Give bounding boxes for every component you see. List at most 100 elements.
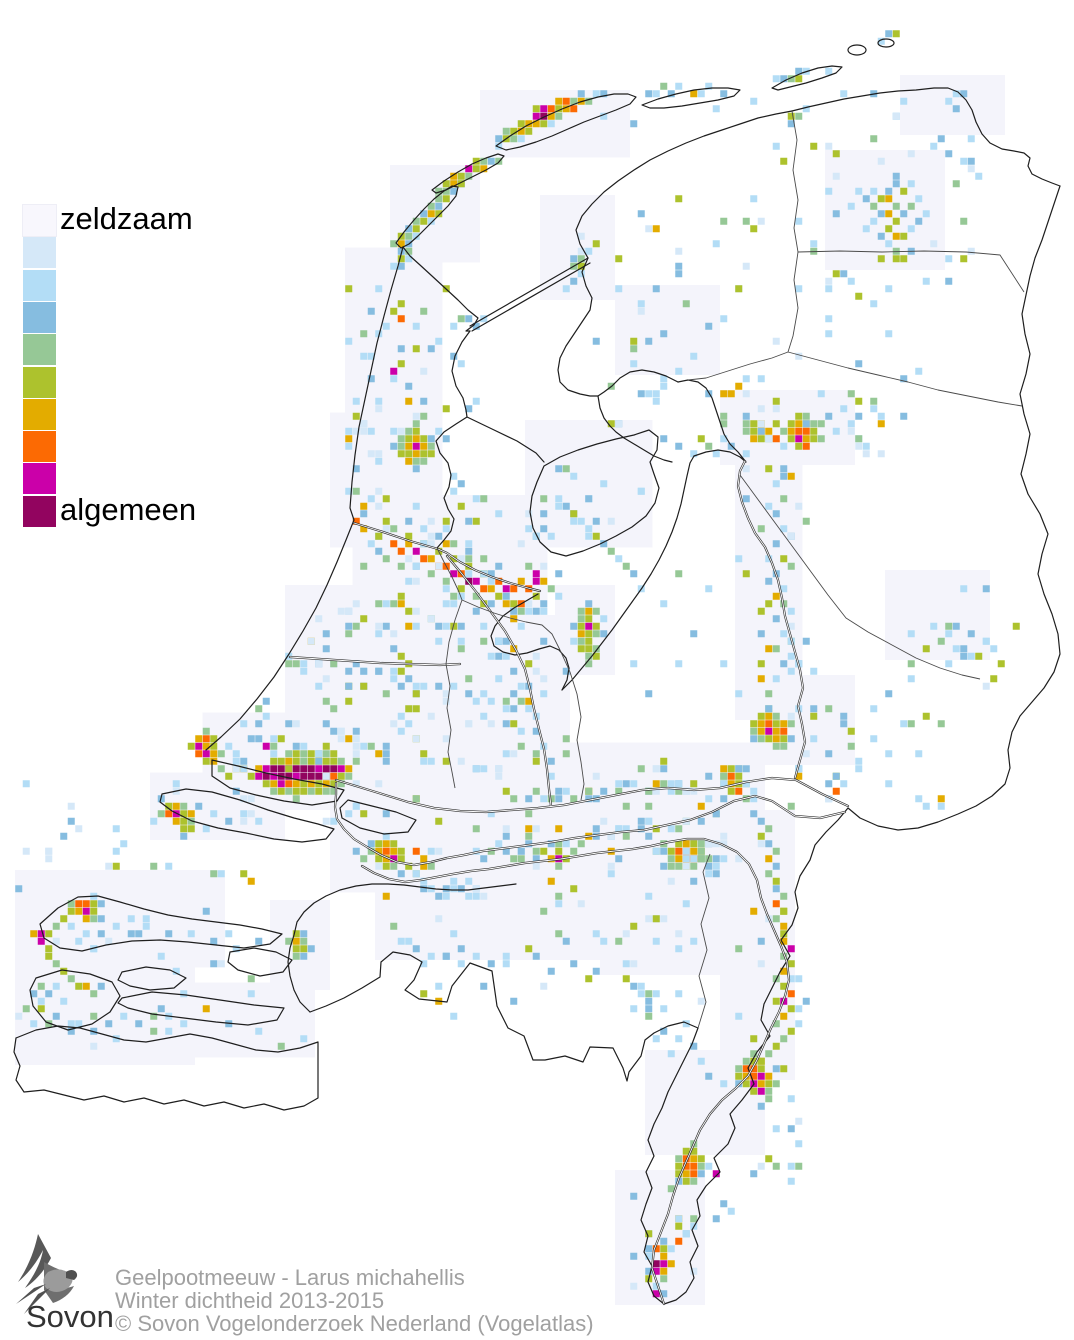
density-cell (832, 427, 840, 435)
density-cell (945, 277, 953, 285)
density-cell (795, 67, 803, 75)
density-cell (675, 82, 683, 90)
density-cell (420, 442, 428, 450)
density-cell (255, 817, 263, 825)
density-cell (742, 390, 750, 398)
density-cell (570, 277, 578, 285)
density-cell (780, 75, 788, 83)
density-cell (780, 937, 788, 945)
density-cell (592, 652, 600, 660)
density-cell (352, 427, 360, 435)
density-cell (472, 577, 480, 585)
density-cell (547, 877, 555, 885)
density-cell (390, 540, 398, 548)
density-cell (450, 1012, 458, 1020)
density-cell (495, 772, 503, 780)
density-cell (637, 300, 645, 308)
density-cell (952, 645, 960, 653)
density-cell (405, 427, 413, 435)
density-cell (322, 780, 330, 788)
density-cell (367, 847, 375, 855)
density-cell (30, 930, 38, 938)
density-cell (570, 637, 578, 645)
density-cell (630, 1252, 638, 1260)
density-cell (765, 1087, 773, 1095)
density-cell (375, 450, 383, 458)
density-cell (727, 780, 735, 788)
density-cell (345, 772, 353, 780)
density-cell (202, 742, 210, 750)
density-cell (712, 1170, 720, 1178)
density-cell (885, 240, 893, 248)
density-cell (510, 607, 518, 615)
density-cell (525, 660, 533, 668)
density-cell (810, 735, 818, 743)
density-cell (825, 705, 833, 713)
density-cell (780, 982, 788, 990)
density-cell (757, 832, 765, 840)
density-cell (585, 795, 593, 803)
density-cell (615, 855, 623, 863)
density-cell (525, 525, 533, 533)
density-cell (900, 255, 908, 263)
density-cell (765, 825, 773, 833)
density-cell (922, 277, 930, 285)
density-cell (60, 997, 68, 1005)
density-cell (750, 1035, 758, 1043)
density-cell (855, 187, 863, 195)
density-cell (277, 735, 285, 743)
density-cell (960, 157, 968, 165)
density-cell (780, 922, 788, 930)
density-cell (435, 682, 443, 690)
density-cell (855, 412, 863, 420)
density-cell (780, 720, 788, 728)
density-cell (885, 210, 893, 218)
density-cell (577, 607, 585, 615)
density-cell (427, 540, 435, 548)
density-cell (795, 420, 803, 428)
density-cell (405, 397, 413, 405)
density-cell (292, 750, 300, 758)
density-cell (90, 1042, 98, 1050)
density-cell (427, 570, 435, 578)
density-cell (442, 187, 450, 195)
density-cell (405, 720, 413, 728)
density-cell (907, 675, 915, 683)
density-cell (270, 742, 278, 750)
density-cell (690, 840, 698, 848)
density-cell (787, 472, 795, 480)
density-cell (652, 1267, 660, 1275)
density-cell (270, 780, 278, 788)
density-cell (787, 945, 795, 953)
density-cell (420, 540, 428, 548)
density-cell (660, 765, 668, 773)
density-cell (397, 727, 405, 735)
density-cell (870, 735, 878, 743)
density-cell (360, 525, 368, 533)
density-cell (165, 1027, 173, 1035)
density-cell (765, 690, 773, 698)
density-cell (607, 870, 615, 878)
density-cell (720, 832, 728, 840)
density-cell (52, 937, 60, 945)
density-cell (742, 780, 750, 788)
density-cell (847, 277, 855, 285)
density-cell (772, 877, 780, 885)
density-cell (337, 735, 345, 743)
density-cell (825, 285, 833, 293)
legend-swatch-level-9 (23, 495, 56, 527)
density-cell (52, 922, 60, 930)
density-cell (427, 847, 435, 855)
density-cell (892, 255, 900, 263)
coastline-borders-layer (13, 38, 1061, 1305)
island-tholen (227, 947, 293, 977)
density-cell (412, 870, 420, 878)
density-cell (382, 322, 390, 330)
density-cell (67, 900, 75, 908)
density-cell (420, 307, 428, 315)
density-cell (315, 750, 323, 758)
density-cell (555, 465, 563, 473)
density-cell (247, 795, 255, 803)
sovon-logo: Sovon (16, 1234, 114, 1334)
density-cell (300, 742, 308, 750)
